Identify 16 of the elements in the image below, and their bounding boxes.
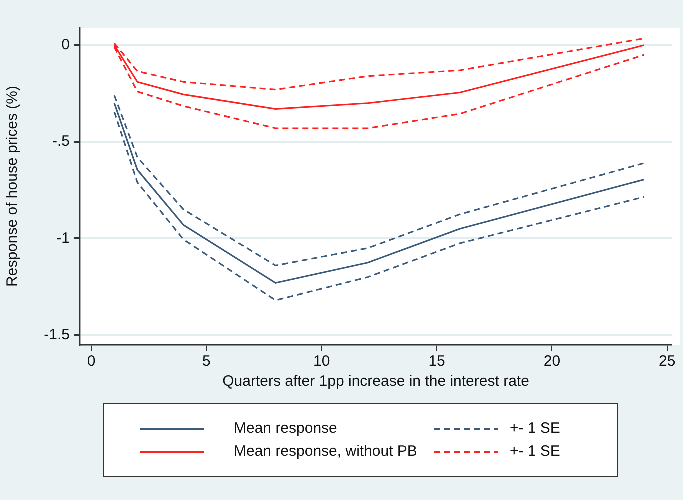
y-axis-title: Response of house prices (%) <box>4 86 22 287</box>
x-tick-label: 10 <box>314 353 330 370</box>
legend-label: Mean response <box>234 420 338 437</box>
x-tick-label: 20 <box>544 353 561 370</box>
y-tick-label: 0 <box>62 36 70 54</box>
x-tick-label: 25 <box>659 353 676 370</box>
x-axis-title: Quarters after 1pp increase in the interest rate <box>222 373 530 390</box>
y-tick-label: -1 <box>56 230 70 247</box>
y-tick-label: -.5 <box>52 133 70 150</box>
legend-label: Mean response, without PB <box>234 443 418 460</box>
x-tick-label: 5 <box>202 353 211 370</box>
x-tick-label: 15 <box>428 353 446 370</box>
legend-label: +- 1 SE <box>510 420 560 437</box>
legend-label: +- 1 SE <box>510 443 560 460</box>
y-tick-label: -1.5 <box>44 326 70 344</box>
x-tick-label: 0 <box>87 353 96 370</box>
